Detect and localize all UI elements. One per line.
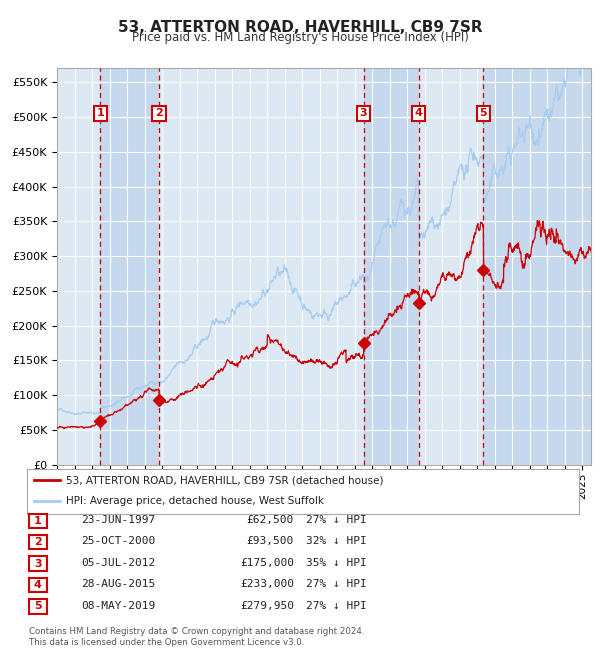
Bar: [57, 68, 100, 465]
Text: 4: 4: [34, 580, 42, 590]
Text: 5: 5: [34, 601, 41, 612]
Text: 27% ↓ HPI: 27% ↓ HPI: [306, 515, 367, 525]
Bar: [364, 68, 419, 465]
Text: 23-JUN-1997: 23-JUN-1997: [81, 515, 155, 525]
Text: 27% ↓ HPI: 27% ↓ HPI: [306, 579, 367, 590]
Text: 53, ATTERTON ROAD, HAVERHILL, CB9 7SR (detached house): 53, ATTERTON ROAD, HAVERHILL, CB9 7SR (d…: [65, 475, 383, 486]
Bar: [484, 68, 591, 465]
Text: £279,950: £279,950: [240, 601, 294, 611]
Text: 27% ↓ HPI: 27% ↓ HPI: [306, 601, 367, 611]
Text: 53, ATTERTON ROAD, HAVERHILL, CB9 7SR: 53, ATTERTON ROAD, HAVERHILL, CB9 7SR: [118, 20, 482, 34]
Text: 3: 3: [34, 558, 41, 569]
Bar: [159, 68, 364, 465]
Text: 08-MAY-2019: 08-MAY-2019: [81, 601, 155, 611]
Text: 2: 2: [34, 537, 41, 547]
Text: 35% ↓ HPI: 35% ↓ HPI: [306, 558, 367, 568]
Text: 32% ↓ HPI: 32% ↓ HPI: [306, 536, 367, 547]
Text: 28-AUG-2015: 28-AUG-2015: [81, 579, 155, 590]
Bar: [419, 68, 484, 465]
Text: Price paid vs. HM Land Registry's House Price Index (HPI): Price paid vs. HM Land Registry's House …: [131, 31, 469, 44]
Text: £233,000: £233,000: [240, 579, 294, 590]
Text: 25-OCT-2000: 25-OCT-2000: [81, 536, 155, 547]
Text: 3: 3: [360, 109, 367, 118]
Text: 1: 1: [97, 109, 104, 118]
Text: 1: 1: [34, 515, 41, 526]
Text: £62,500: £62,500: [247, 515, 294, 525]
Text: 2: 2: [155, 109, 163, 118]
Text: £175,000: £175,000: [240, 558, 294, 568]
Text: 4: 4: [415, 109, 422, 118]
Text: 05-JUL-2012: 05-JUL-2012: [81, 558, 155, 568]
Text: £93,500: £93,500: [247, 536, 294, 547]
Text: Contains HM Land Registry data © Crown copyright and database right 2024.
This d: Contains HM Land Registry data © Crown c…: [29, 627, 364, 647]
Bar: [100, 68, 159, 465]
Text: 5: 5: [479, 109, 487, 118]
Text: HPI: Average price, detached house, West Suffolk: HPI: Average price, detached house, West…: [65, 496, 323, 506]
